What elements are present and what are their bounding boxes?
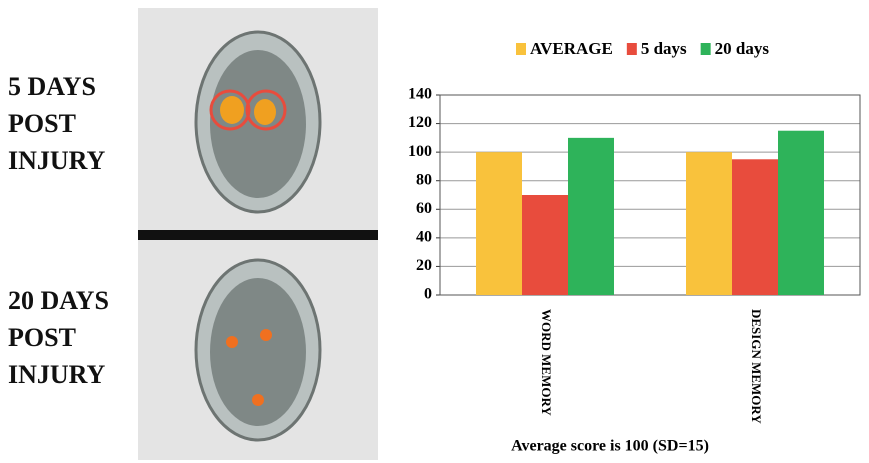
- x-tick-label: DESIGN MEMORY: [749, 309, 764, 424]
- x-tick-label: WORD MEMORY: [539, 309, 554, 416]
- y-tick-label: 60: [416, 200, 432, 217]
- legend-label: 5 days: [641, 39, 687, 58]
- bar: [568, 138, 614, 295]
- x-axis-label: Average score is 100 (SD=15): [511, 438, 709, 455]
- legend-label: AVERAGE: [530, 39, 613, 58]
- panel-label: 20 DAYS POST INJURY: [8, 282, 138, 393]
- brain-panel: [138, 8, 378, 460]
- y-tick-label: 140: [408, 86, 432, 103]
- y-tick-label: 0: [424, 286, 432, 303]
- panel-label: 5 DAYS POST INJURY: [8, 68, 138, 179]
- bar: [778, 131, 824, 295]
- bar: [686, 152, 732, 295]
- legend-swatch: [516, 43, 526, 55]
- legend-swatch: [627, 43, 637, 55]
- y-tick-label: 20: [416, 257, 432, 274]
- y-tick-label: 100: [408, 143, 432, 160]
- legend-label: 20 days: [715, 39, 770, 58]
- y-tick-label: 40: [416, 229, 432, 246]
- y-tick-label: 120: [408, 114, 432, 131]
- bar: [522, 195, 568, 295]
- y-tick-label: 80: [416, 171, 432, 188]
- bar: [476, 152, 522, 295]
- page: Average score is 100 (SD=15) 0 20 40 60 80 10…: [0, 0, 869, 463]
- bar: [732, 159, 778, 295]
- legend-swatch: [701, 43, 711, 55]
